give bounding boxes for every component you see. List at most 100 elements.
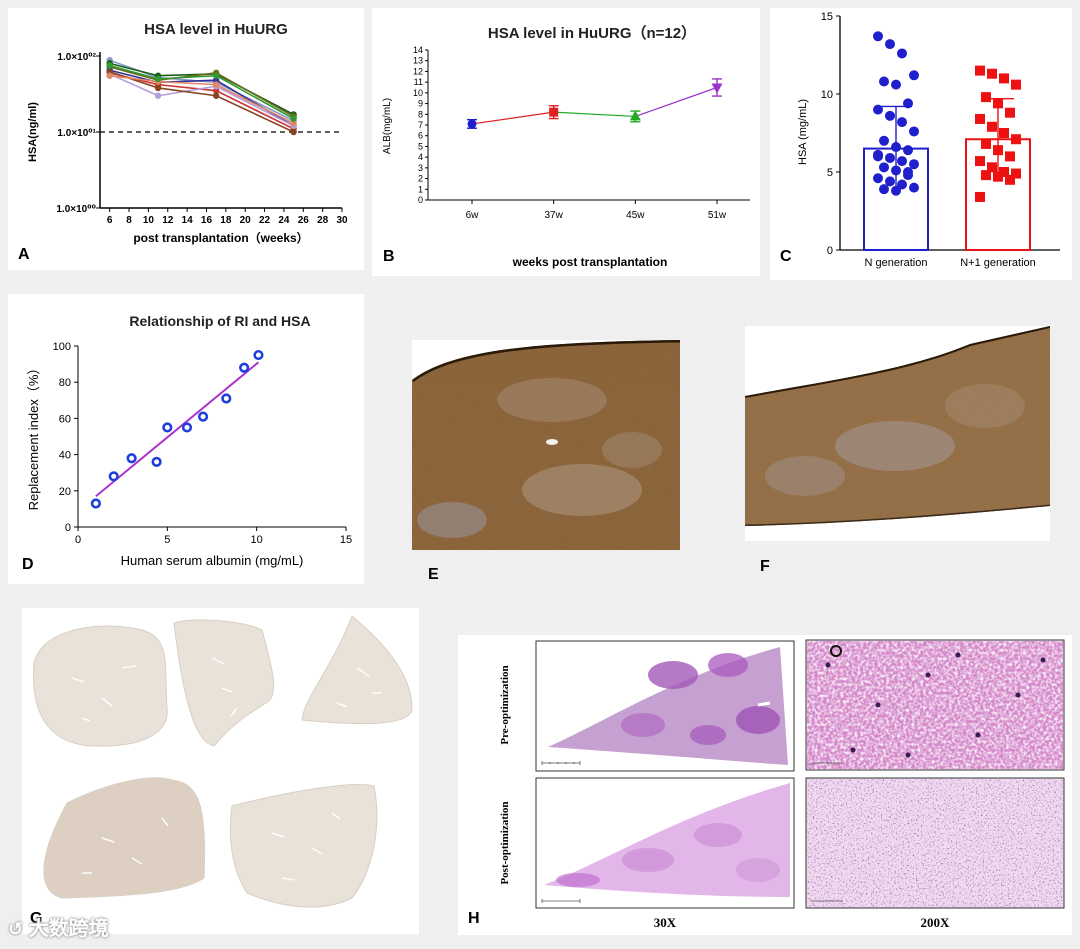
chart-a-xtick-label: 22 — [259, 215, 271, 226]
chart-c-xtick-label: N+1 generation — [960, 257, 1036, 269]
chart-b-ytick-label: 7 — [418, 120, 423, 130]
chart-a-point — [290, 120, 297, 127]
chart-c-point — [981, 170, 991, 181]
chart-c-point — [1011, 134, 1021, 145]
chart-c-point — [885, 176, 895, 187]
chart-b-point — [467, 119, 477, 129]
chart-a-point — [290, 115, 297, 122]
chart-d-point — [126, 453, 137, 464]
chart-d-point — [239, 362, 250, 373]
chart-a-series-line — [109, 74, 294, 125]
col-label-30x: 30X — [654, 915, 677, 930]
chart-a-xtick-label: 6 — [107, 215, 113, 226]
chart-d-title: Relationship of RI and HSA — [129, 313, 310, 329]
whole-slide-g — [33, 615, 413, 908]
chart-a-xtick-label: 12 — [162, 215, 174, 226]
chart-c-point — [987, 121, 997, 132]
panel-label-b: B — [383, 248, 395, 265]
chart-c-point — [891, 165, 901, 176]
chart-c-point — [885, 152, 895, 163]
chart-a-xlabel: post transplantation（weeks） — [133, 230, 308, 245]
chart-a-point — [154, 75, 162, 83]
chart-c-point — [873, 31, 883, 42]
chart-c-point — [993, 98, 1003, 109]
chart-a-xtick-label: 10 — [143, 215, 155, 226]
chart-a-point — [212, 87, 220, 94]
chart-d-ytick-label: 0 — [65, 522, 71, 534]
chart-a-point — [154, 84, 162, 92]
chart-c-point — [897, 179, 907, 190]
chart-a-series-line — [109, 71, 294, 133]
chart-a-ytick-label: 1.0×10⁰⁰ — [56, 204, 96, 215]
watermark-logo-icon: ↺ — [8, 919, 24, 939]
chart-c-point — [999, 167, 1009, 177]
chart-c-point — [999, 128, 1009, 138]
chart-d: Relationship of RI and HSA 0 20 40 60 80 100 0 5… — [26, 313, 352, 568]
chart-c-point — [885, 39, 895, 50]
chart-a-xtick-label: 16 — [201, 215, 213, 226]
panel-g — [22, 608, 419, 934]
chart-c-point — [1011, 168, 1021, 179]
chart-b-xtick-label: 37w — [544, 210, 563, 221]
chart-b-point — [629, 110, 641, 121]
chart-d-ytick-label: 40 — [59, 450, 71, 462]
chart-d-ytick-label: 80 — [59, 377, 71, 389]
chart-d-xlabel: Human serum albumin (mg/mL) — [121, 553, 304, 568]
chart-c-point — [987, 162, 997, 173]
chart-c-point — [975, 156, 985, 167]
chart-c: 0 5 10 15 N generation N+1 generation HSA (mg/… — [797, 11, 1060, 269]
panel-label-a: A — [18, 246, 30, 263]
panel-label-h: H — [468, 910, 480, 927]
chart-a-xtick-label: 28 — [317, 215, 329, 226]
chart-d-xtick-label: 15 — [340, 534, 352, 546]
tissue-section-5 — [229, 784, 378, 908]
chart-c-ytick-label: 15 — [821, 11, 833, 23]
chart-d-point — [253, 349, 264, 361]
chart-b-xlabel: weeks post transplantation — [512, 255, 668, 269]
chart-a-title: HSA level in HuURG — [144, 21, 288, 38]
chart-d-point — [221, 393, 232, 404]
chart-a-point — [106, 72, 113, 79]
chart-d-point — [108, 471, 119, 482]
chart-c-point — [903, 145, 913, 156]
chart-c-point — [993, 171, 1003, 182]
chart-b-point — [549, 107, 559, 117]
chart-b-title: HSA level in HuURG（n=12） — [488, 24, 696, 42]
chart-c-ylabel: HSA (mg/mL) — [797, 99, 809, 165]
chart-c-point — [993, 145, 1003, 156]
chart-b-ytick-label: 4 — [418, 152, 423, 162]
chart-a-point — [290, 128, 297, 136]
chart-d-point — [151, 456, 162, 467]
chart-b-ytick-label: 2 — [418, 174, 423, 184]
tissue-section-3 — [301, 615, 413, 725]
chart-c-point — [891, 142, 901, 153]
chart-b-point — [711, 83, 723, 94]
col-label-200x: 200X — [921, 915, 951, 930]
chart-c-point — [1005, 107, 1015, 118]
chart-c-point — [891, 185, 901, 196]
chart-c-point — [885, 110, 895, 121]
chart-c-point — [879, 135, 889, 146]
chart-c-point — [897, 48, 907, 59]
panel-h: Pre-optimization Post-optimization — [458, 635, 1072, 935]
chart-a-xtick-label: 8 — [126, 215, 132, 226]
chart-b-ytick-label: 13 — [413, 56, 423, 66]
chart-d-ytick-label: 60 — [59, 413, 71, 425]
chart-b-ytick-label: 10 — [413, 88, 423, 98]
panel-label-d: D — [22, 556, 34, 573]
chart-a-xtick-label: 14 — [182, 215, 194, 226]
chart-c-point — [981, 138, 991, 149]
chart-b-ytick-label: 6 — [418, 131, 423, 141]
watermark-text: 大数跨境 — [28, 918, 109, 940]
chart-c-point — [873, 151, 883, 162]
chart-b-segment — [553, 111, 636, 118]
he-figure-h: Pre-optimization Post-optimization — [499, 639, 1065, 930]
chart-a-ylabel: HSA(ng/ml) — [27, 102, 39, 162]
ihc-image-e — [412, 340, 680, 550]
scale-bar-30x-pre — [541, 761, 581, 765]
chart-a-series-line — [109, 73, 294, 127]
chart-b-ytick-label: 1 — [418, 184, 423, 194]
chart-a-ytick-label: 1.0×10⁰² — [57, 52, 96, 63]
chart-d-xtick-label: 5 — [164, 534, 170, 546]
chart-a: HSA level in HuURG 1.0×10⁰² 1.0×10⁰¹ 1.0×10… — [27, 21, 348, 245]
